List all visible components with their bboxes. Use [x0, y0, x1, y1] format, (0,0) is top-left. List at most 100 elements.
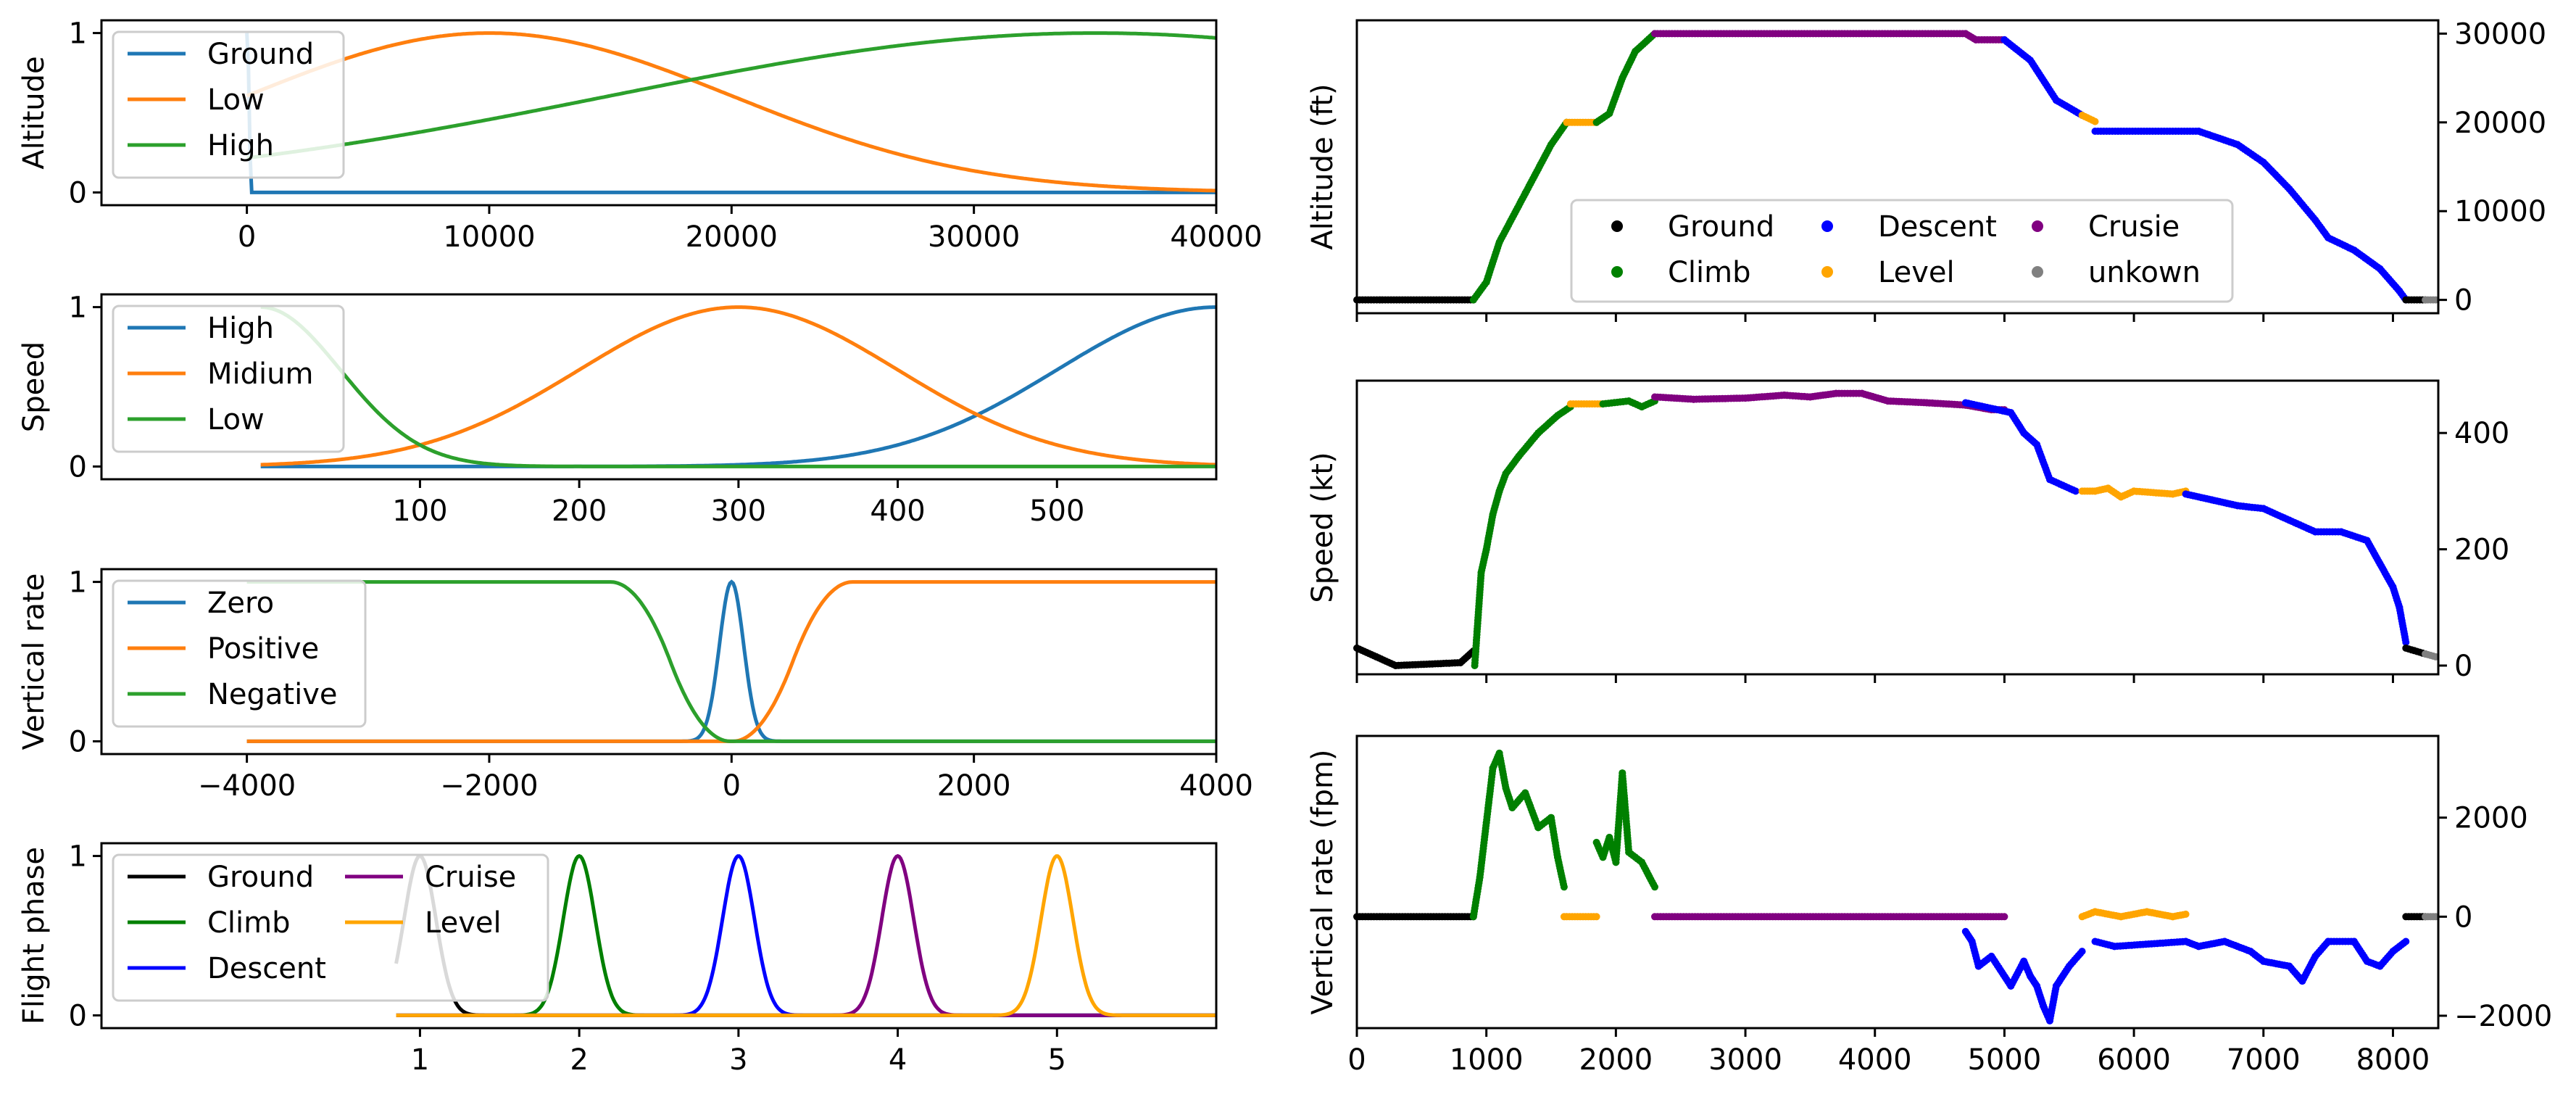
- speed-fuzzy-chart: 0 1 100 200 300 400 500 Speed High Midium Low: [17, 291, 1218, 528]
- altitude-track-legend-label: Crusie: [2088, 210, 2180, 244]
- speed-track-frame: [1355, 379, 2440, 676]
- flight-phase-fuzzy-series-level: [396, 854, 1216, 1017]
- speed-fuzzy-xtick-label: 400: [870, 494, 925, 528]
- vertical-rate-track-point: [1651, 883, 1658, 891]
- vertical-rate-fuzzy-ytick-label: 1: [69, 566, 87, 600]
- altitude-fuzzy-xtick-label: 30000: [928, 220, 1020, 254]
- altitude-fuzzy-xtick-label: 20000: [686, 220, 778, 254]
- altitude-fuzzy-ytick-label: 1: [69, 17, 87, 51]
- altitude-track-legend-marker: [1611, 266, 1623, 278]
- speed-fuzzy-legend-label: High: [207, 312, 274, 345]
- speed-fuzzy-series-low: [260, 305, 1216, 468]
- altitude-fuzzy-xtick-label: 40000: [1170, 220, 1262, 254]
- altitude-track-legend-label: Descent: [1878, 210, 1997, 244]
- vertical-rate-track-ytick-label: 0: [2454, 901, 2472, 934]
- vertical-rate-track-point: [1592, 913, 1600, 921]
- vertical-rate-track-xtick-label: 4000: [1838, 1043, 1912, 1077]
- speed-fuzzy-ylabel: Speed: [17, 341, 51, 432]
- speed-track-phase-level: [2078, 484, 2190, 501]
- vertical-rate-fuzzy-legend-label: Negative: [207, 678, 338, 711]
- vertical-rate-track-ytick-label: 2000: [2454, 802, 2528, 835]
- altitude-track-legend-marker: [2032, 220, 2043, 232]
- vertical-rate-fuzzy-chart: 0 1 −4000 −2000 0 2000 4000 Vertical rate Zero Po…: [17, 566, 1253, 803]
- altitude-fuzzy-series-high: [246, 31, 1217, 160]
- altitude-track-phase-level: [1563, 118, 1600, 126]
- speed-fuzzy-legend-label: Low: [207, 403, 265, 436]
- flight-phase-fuzzy-xtick-label: 2: [570, 1043, 588, 1077]
- speed-track-phase-climb: [1599, 397, 1658, 411]
- vertical-rate-track-frame: [1355, 734, 2440, 1030]
- vertical-rate-fuzzy-xtick-label: −2000: [440, 769, 538, 803]
- speed-track-point: [2072, 487, 2080, 495]
- speed-track-ylabel: Speed (kt): [1306, 452, 1339, 603]
- altitude-track-chart: 0 10000 20000 30000 Altitude (ft) Ground Desce…: [1306, 17, 2546, 322]
- vertical-rate-track-phase-crusie: [1651, 913, 2008, 921]
- altitude-track-legend-label: Ground: [1668, 210, 1774, 244]
- vertical-rate-track-point: [1560, 883, 1568, 891]
- speed-track-point: [2402, 638, 2410, 646]
- altitude-track-phase-ground: [1353, 296, 1477, 304]
- altitude-fuzzy-frame: [100, 19, 1218, 207]
- altitude-track-ytick-label: 10000: [2454, 195, 2546, 228]
- altitude-fuzzy-xtick-label: 10000: [443, 220, 535, 254]
- vertical-rate-track-xtick-label: 2000: [1579, 1043, 1653, 1077]
- altitude-track-phase-unkown: [2422, 296, 2440, 304]
- flight-phase-fuzzy-legend-label: Climb: [207, 906, 291, 940]
- speed-fuzzy-xtick-label: 200: [552, 494, 607, 528]
- vertical-rate-fuzzy-ytick-label: 0: [69, 725, 87, 758]
- speed-fuzzy-ytick-label: 1: [69, 291, 87, 325]
- flight-phase-fuzzy-legend-label: Level: [425, 906, 502, 940]
- speed-track-phase-ground: [1353, 644, 1477, 669]
- vertical-rate-fuzzy-xtick-label: 4000: [1179, 769, 1253, 803]
- altitude-track-legend-label: Climb: [1668, 256, 1751, 289]
- altitude-fuzzy-series-ground: [245, 33, 1216, 194]
- altitude-track-legend-label: unkown: [2088, 256, 2201, 289]
- altitude-track-phase-descent: [2091, 128, 2203, 135]
- altitude-fuzzy-legend: [112, 30, 345, 179]
- vertical-rate-fuzzy-frame: [100, 568, 1218, 756]
- altitude-track-phase-level: [2078, 112, 2099, 125]
- altitude-track-legend-marker: [1821, 266, 1833, 278]
- speed-fuzzy-xtick-label: 300: [711, 494, 766, 528]
- vertical-rate-track-phase-level: [1560, 913, 1600, 921]
- vertical-rate-track-point: [2000, 913, 2008, 921]
- altitude-fuzzy-legend-label: Ground: [207, 38, 314, 71]
- altitude-track-point: [2091, 117, 2099, 125]
- speed-fuzzy-ytick-label: 0: [69, 450, 87, 484]
- speed-track-phase-descent: [1961, 399, 2080, 495]
- altitude-track-ytick-label: 20000: [2454, 107, 2546, 140]
- flight-phase-fuzzy-legend-label: Ground: [207, 861, 314, 894]
- flight-phase-fuzzy-legend-label: Descent: [207, 952, 326, 985]
- speed-fuzzy-legend-label: Midium: [207, 357, 313, 391]
- vertical-rate-track-xtick-label: 5000: [1968, 1043, 2042, 1077]
- speed-track-phase-descent: [2182, 490, 2410, 646]
- speed-fuzzy-series-midium: [260, 305, 1217, 467]
- flight-phase-fuzzy-legend-label: Cruise: [425, 861, 516, 894]
- speed-track-phase-climb: [1471, 403, 1574, 669]
- altitude-track-phase-crusie: [1651, 30, 2008, 44]
- vertical-rate-fuzzy-legend-label: Positive: [207, 632, 319, 666]
- altitude-track-phase-descent: [2195, 128, 2410, 304]
- flight-phase-fuzzy-xtick-label: 5: [1048, 1043, 1066, 1077]
- speed-track-chart: 0 200 400 Speed (kt): [1306, 379, 2509, 683]
- speed-track-ytick-label: 400: [2454, 417, 2509, 450]
- vertical-rate-fuzzy-ylabel: Vertical rate: [17, 574, 51, 750]
- flight-phase-fuzzy-ylabel: Flight phase: [17, 847, 51, 1024]
- vertical-rate-track-xtick-label: 8000: [2356, 1043, 2430, 1077]
- vertical-rate-track-phase-climb: [1469, 749, 1568, 921]
- altitude-track-phase-climb: [1592, 30, 1658, 126]
- altitude-fuzzy-chart: 0 1 0 10000 20000 30000 40000 Altitude Ground Low…: [17, 17, 1263, 254]
- vertical-rate-track-point: [2078, 948, 2086, 956]
- vertical-rate-track-phase-unkown: [2422, 913, 2440, 921]
- vertical-rate-fuzzy-xtick-label: −4000: [198, 769, 296, 803]
- vertical-rate-track-xtick-label: 0: [1347, 1043, 1366, 1077]
- vertical-rate-fuzzy-legend-label: Zero: [207, 587, 274, 620]
- speed-fuzzy-legend: [112, 305, 345, 453]
- altitude-track-ylabel: Altitude (ft): [1306, 83, 1339, 249]
- vertical-rate-fuzzy-series-zero: [246, 579, 1216, 743]
- vertical-rate-track-xtick-label: 1000: [1450, 1043, 1524, 1077]
- altitude-fuzzy-legend-label: Low: [207, 83, 265, 117]
- altitude-track-ytick-label: 30000: [2454, 17, 2546, 51]
- vertical-rate-track-phase-level: [2078, 908, 2190, 921]
